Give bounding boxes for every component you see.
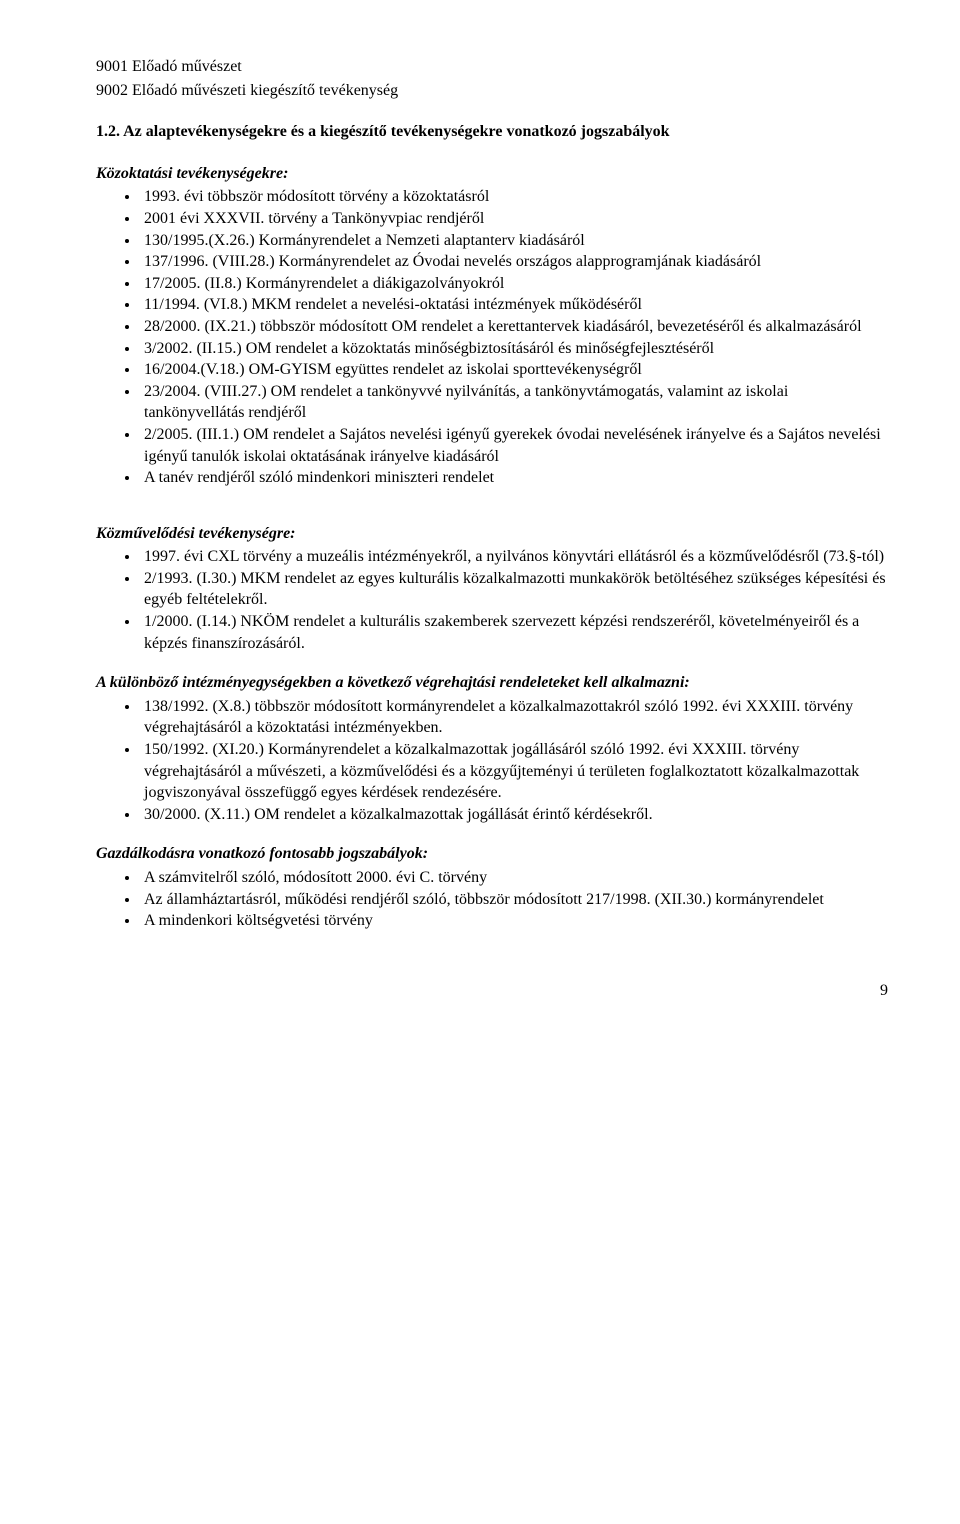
list-item: 1993. évi többször módosított törvény a … <box>140 186 888 208</box>
list-item: A tanév rendjéről szóló mindenkori minis… <box>140 467 888 489</box>
section-1-heading: 1.2. Az alaptevékenységekre és a kiegész… <box>96 121 888 143</box>
section-2-subhead: Közművelődési tevékenységre: <box>96 523 888 545</box>
list-item: 1997. évi CXL törvény a muzeális intézmé… <box>140 546 888 568</box>
list-item: 23/2004. (VIII.27.) OM rendelet a tankön… <box>140 381 888 424</box>
list-item: 3/2002. (II.15.) OM rendelet a közoktatá… <box>140 338 888 360</box>
section-2-list: 1997. évi CXL törvény a muzeális intézmé… <box>96 546 888 654</box>
page-number: 9 <box>96 980 888 1002</box>
list-item: 16/2004.(V.18.) OM-GYISM együttes rendel… <box>140 359 888 381</box>
list-item: 2001 évi XXXVII. törvény a Tankönyvpiac … <box>140 208 888 230</box>
section-3-subhead: A különböző intézményegységekben a követ… <box>96 672 888 694</box>
list-item: 2/2005. (III.1.) OM rendelet a Sajátos n… <box>140 424 888 467</box>
list-item: 150/1992. (XI.20.) Kormányrendelet a köz… <box>140 739 888 804</box>
list-item: Az államháztartásról, működési rendjéről… <box>140 889 888 911</box>
list-item: A mindenkori költségvetési törvény <box>140 910 888 932</box>
top-line-1: 9001 Előadó művészet <box>96 56 888 78</box>
list-item: 138/1992. (X.8.) többször módosított kor… <box>140 696 888 739</box>
section-4-list: A számvitelről szóló, módosított 2000. é… <box>96 867 888 932</box>
section-4-subhead: Gazdálkodásra vonatkozó fontosabb jogsza… <box>96 843 888 865</box>
list-item: 2/1993. (I.30.) MKM rendelet az egyes ku… <box>140 568 888 611</box>
list-item: 137/1996. (VIII.28.) Kormányrendelet az … <box>140 251 888 273</box>
section-3-list: 138/1992. (X.8.) többször módosított kor… <box>96 696 888 826</box>
list-item: 17/2005. (II.8.) Kormányrendelet a diáki… <box>140 273 888 295</box>
list-item: 28/2000. (IX.21.) többször módosított OM… <box>140 316 888 338</box>
section-1-subhead: Közoktatási tevékenységekre: <box>96 163 888 185</box>
list-item: 1/2000. (I.14.) NKÖM rendelet a kulturál… <box>140 611 888 654</box>
top-line-2: 9002 Előadó művészeti kiegészítő tevéken… <box>96 80 888 102</box>
section-1-list: 1993. évi többször módosított törvény a … <box>96 186 888 488</box>
list-item: 30/2000. (X.11.) OM rendelet a közalkalm… <box>140 804 888 826</box>
list-item: 130/1995.(X.26.) Kormányrendelet a Nemze… <box>140 230 888 252</box>
list-item: A számvitelről szóló, módosított 2000. é… <box>140 867 888 889</box>
list-item: 11/1994. (VI.8.) MKM rendelet a nevelési… <box>140 294 888 316</box>
